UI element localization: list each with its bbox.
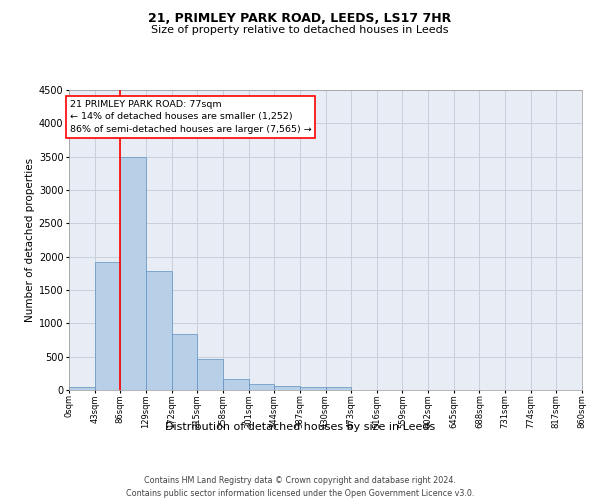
Bar: [197, 360, 223, 390]
Bar: [325, 388, 351, 390]
Bar: [121, 156, 146, 390]
Text: Contains public sector information licensed under the Open Government Licence v3: Contains public sector information licen…: [126, 489, 474, 498]
Bar: [146, 272, 172, 390]
Bar: [300, 386, 325, 390]
Y-axis label: Number of detached properties: Number of detached properties: [25, 158, 35, 322]
Text: Contains HM Land Registry data © Crown copyright and database right 2024.: Contains HM Land Registry data © Crown c…: [144, 476, 456, 485]
Bar: [223, 380, 248, 390]
Bar: [95, 262, 121, 390]
Text: Distribution of detached houses by size in Leeds: Distribution of detached houses by size …: [165, 422, 435, 432]
Bar: [274, 386, 300, 390]
Text: 21, PRIMLEY PARK ROAD, LEEDS, LS17 7HR: 21, PRIMLEY PARK ROAD, LEEDS, LS17 7HR: [148, 12, 452, 26]
Bar: [172, 334, 197, 390]
Bar: [69, 388, 95, 390]
Bar: [248, 384, 274, 390]
Text: 21 PRIMLEY PARK ROAD: 77sqm
← 14% of detached houses are smaller (1,252)
86% of : 21 PRIMLEY PARK ROAD: 77sqm ← 14% of det…: [70, 100, 311, 134]
Text: Size of property relative to detached houses in Leeds: Size of property relative to detached ho…: [151, 25, 449, 35]
